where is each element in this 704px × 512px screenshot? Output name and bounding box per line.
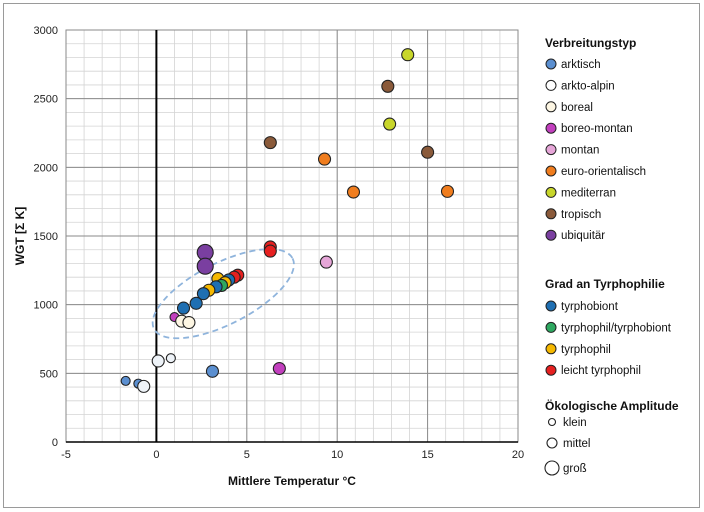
- legend-marker-verbreitung: [545, 101, 557, 113]
- legend: Verbreitungstyp arktisch arkto-alpin boreal…: [544, 36, 679, 476]
- legend-marker-verbreitung: [545, 122, 557, 134]
- legend-marker-verbreitung: [545, 79, 557, 91]
- data-point-22: [189, 296, 203, 310]
- legend-label-amplitude: mittel: [563, 438, 590, 450]
- cluster-ellipse: [151, 248, 295, 340]
- data-point-3: [263, 136, 277, 150]
- legend-marker-verbreitung: [545, 186, 557, 198]
- data-point-10: [319, 255, 333, 269]
- legend-marker-verbreitung: [545, 208, 557, 220]
- legend-marker-amplitude: [547, 417, 557, 427]
- data-point-0: [401, 48, 415, 62]
- legend-label-amplitude: groß: [563, 463, 587, 475]
- x-tick-label: 15: [421, 449, 433, 461]
- legend-label-tyrphophilie: tyrphophil/tyrphobiont: [561, 322, 672, 334]
- x-tick-label: 0: [153, 449, 159, 461]
- data-point-31: [120, 375, 131, 386]
- data-point-12: [196, 257, 214, 275]
- x-axis-label: Mittlere Temperatur °C: [228, 474, 356, 488]
- x-tick-label: 5: [244, 449, 250, 461]
- data-point-9: [263, 244, 277, 258]
- x-tick-label: 10: [331, 449, 343, 461]
- data-point-33: [137, 379, 151, 393]
- legend-label-verbreitung: boreo-montan: [561, 123, 633, 135]
- data-point-23: [176, 301, 191, 315]
- data-points: [120, 48, 455, 393]
- legend-label-verbreitung: boreal: [561, 102, 593, 114]
- legend-marker-verbreitung: [545, 229, 557, 241]
- data-point-5: [421, 145, 435, 159]
- y-tick-label: 1000: [34, 300, 58, 312]
- y-tick-label: 3000: [34, 25, 58, 37]
- legend-title-verbreitungstyp: Verbreitungstyp: [545, 36, 636, 50]
- y-tick-label: 2000: [34, 162, 58, 174]
- legend-label-amplitude: klein: [563, 417, 587, 429]
- data-point-6: [346, 185, 361, 199]
- legend-label-verbreitung: mediterran: [561, 187, 616, 199]
- legend-marker-tyrphophilie: [545, 364, 557, 376]
- data-point-2: [383, 117, 397, 131]
- legend-label-verbreitung: ubiquitär: [561, 230, 605, 242]
- data-point-26: [182, 315, 196, 330]
- data-point-1: [381, 79, 395, 93]
- legend-marker-verbreitung: [545, 165, 557, 177]
- x-tick-label: 20: [512, 449, 524, 461]
- legend-label-tyrphophilie: leicht tyrphophil: [561, 365, 641, 377]
- legend-marker-tyrphophilie: [545, 300, 557, 312]
- y-tick-label: 1500: [34, 231, 58, 243]
- y-tick-label: 0: [52, 437, 58, 449]
- data-point-28: [165, 353, 176, 364]
- data-point-29: [205, 364, 219, 378]
- legend-marker-amplitude: [546, 437, 558, 449]
- legend-marker-tyrphophilie: [545, 321, 557, 333]
- legend-label-tyrphophilie: tyrphobiont: [561, 301, 619, 313]
- legend-title-amplitude: Ökologische Amplitude: [545, 398, 679, 413]
- legend-label-verbreitung: arktisch: [561, 59, 601, 71]
- y-tick-label: 500: [40, 368, 58, 380]
- y-tick-label: 2500: [34, 94, 58, 106]
- data-point-4: [317, 152, 332, 166]
- legend-marker-verbreitung: [545, 58, 557, 70]
- y-axis-label: WGT [Σ K]: [13, 207, 27, 266]
- legend-title-tyrphophilie: Grad an Tyrphophilie: [545, 277, 665, 291]
- legend-marker-tyrphophilie: [545, 343, 557, 355]
- data-point-21: [196, 287, 210, 301]
- x-tick-label: -5: [61, 449, 71, 461]
- legend-marker-verbreitung: [545, 144, 557, 156]
- legend-label-verbreitung: tropisch: [561, 209, 601, 221]
- data-point-30: [272, 361, 286, 376]
- legend-marker-amplitude: [544, 460, 560, 476]
- legend-label-tyrphophilie: tyrphophil: [561, 344, 611, 356]
- data-point-27: [151, 354, 165, 368]
- data-point-7: [440, 184, 455, 198]
- legend-label-verbreitung: euro-orientalisch: [561, 166, 646, 178]
- chart-frame: [3, 3, 700, 508]
- legend-label-verbreitung: arkto-alpin: [561, 80, 615, 92]
- grid-lines: [65, 29, 519, 443]
- legend-label-verbreitung: montan: [561, 145, 599, 157]
